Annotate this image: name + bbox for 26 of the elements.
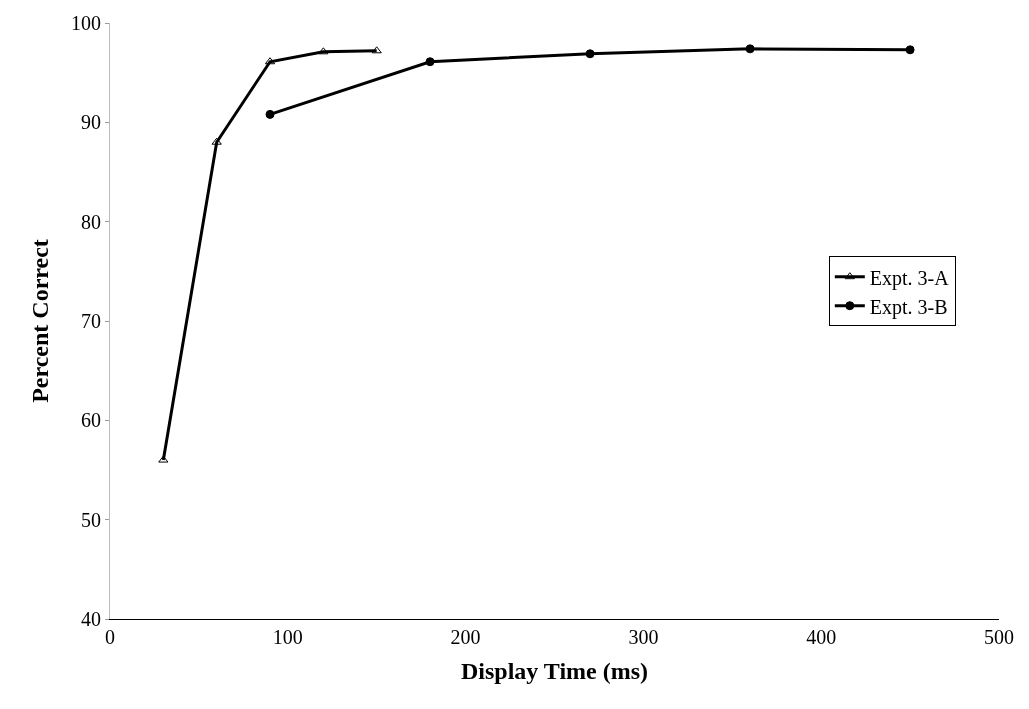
y-tick-label: 80 (81, 210, 101, 233)
point (425, 57, 435, 67)
y-tick-label: 100 (71, 12, 101, 34)
x-axis-title: Display Time (ms) (460, 658, 649, 685)
legend-label: Expt. 3-A (869, 266, 950, 290)
point (318, 47, 329, 55)
y-tick-label: 70 (81, 310, 101, 332)
x-tick-label: 400 (806, 626, 837, 648)
y-tick-label: 40 (81, 608, 101, 630)
x-tick-label: 500 (984, 626, 1014, 648)
y-tick-label: 50 (81, 508, 101, 531)
y-axis-title: Percent Correct (27, 239, 54, 403)
x-tick-label: 200 (450, 626, 481, 648)
point (211, 137, 222, 145)
point (745, 44, 755, 54)
point (371, 46, 382, 54)
y-tick-label: 60 (81, 409, 101, 432)
x-tick-label: 300 (628, 626, 659, 648)
x-tick-label: 100 (272, 626, 303, 648)
x-tick-label: 0 (105, 626, 115, 648)
point (158, 455, 169, 463)
point (905, 45, 915, 55)
y-tick-label: 90 (81, 111, 101, 134)
point (265, 109, 275, 119)
point (585, 49, 595, 59)
legend-label: Expt. 3-B (869, 295, 948, 319)
